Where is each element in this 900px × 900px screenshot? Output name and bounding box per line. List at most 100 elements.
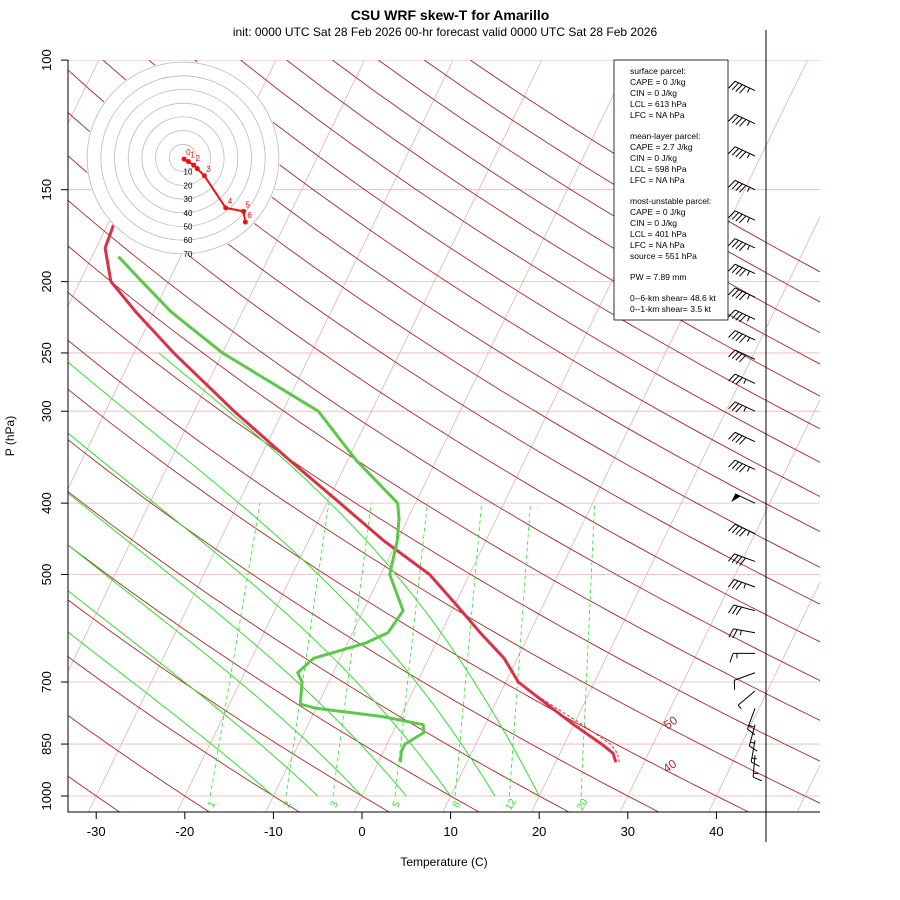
p-tick-label: 250 [39,342,54,364]
hodograph-point [194,166,200,172]
wind-barb-flag [728,373,736,382]
hodograph-point-label: 4 [228,197,233,206]
wind-barb [728,349,756,363]
wind-barb-flag [739,335,747,343]
isotherm-line [708,581,820,812]
hodograph-ring [141,116,225,200]
moist-adiabat-line [68,492,407,797]
wind-barb-flag [739,437,747,445]
y-axis-label: P (hPa) [3,416,17,456]
wind-barb-half-flag [746,153,751,159]
wind-barb-flag [735,183,743,191]
wind-barb-flag [735,267,743,275]
wind-barb [752,755,762,782]
dry-adiabat-line [68,291,820,762]
wind-barb [728,210,756,224]
wind-barb-flag [728,432,736,440]
chart-subtitle: init: 0000 UTC Sat 28 Feb 2026 00-hr for… [233,25,658,39]
wind-barb-flag [728,114,736,122]
wind-barb-staff [737,690,756,706]
mean-layer-cape: CAPE = 2.7 J/kg [630,142,693,152]
mixing-ratio-line [332,503,372,797]
mixing-ratio-label: 3 [329,799,342,810]
p-tick-label: 700 [39,671,54,693]
wind-barb-flag [735,435,743,443]
wind-barb [728,604,756,616]
hodograph-ring-label: 20 [184,181,193,190]
dry-adiabat-line [286,60,820,397]
wind-barb-flag [739,185,747,193]
isotherm-line [68,60,365,673]
hodograph-point-label: 3 [206,165,211,174]
parcel-info-box: surface parcel: CAPE = 0 J/kg CIN = 0 J/… [613,59,729,321]
hodograph-point-label: 2 [196,154,201,163]
wind-barb-flag [735,404,743,413]
wind-barb-flag [735,241,743,250]
wind-barb-flag [735,333,743,342]
wind-barb-flag [731,461,740,470]
wind-barb-flag [735,117,743,125]
dry-adiabat-line [68,491,570,812]
wind-barb-flag [735,290,743,299]
wind-barb-half-flag [746,270,751,276]
hodograph-point-label: 0 [186,148,191,157]
mixing-ratio-line [394,503,428,797]
wind-barb [728,287,756,301]
data-layer [103,90,620,763]
wind-barb [733,672,756,690]
x-tick-label: -20 [175,824,194,839]
p-tick-label: 1000 [39,782,54,811]
wind-barb-flag [728,80,736,89]
wind-barb-flag [735,84,743,92]
wind-barb-flag [731,605,739,615]
dry-adiabat-line [68,656,301,812]
chart-title: CSU WRF skew-T for Amarillo [351,7,550,23]
mixing-ratio-line [285,503,330,797]
wind-barb-flag [731,212,740,220]
temperature-line [103,90,618,763]
dry-adiabat-label: 40 [660,756,679,775]
hodograph-point [191,162,197,168]
wind-barb [747,708,756,736]
mean-layer-title: mean-layer parcel: [630,131,700,141]
dewpoint-line [117,255,426,763]
wind-barb [728,179,756,193]
surface-cin: CIN = 0 J/kg [630,88,677,98]
mixing-ratio-label: 20 [575,797,590,813]
isotherm-line [885,44,900,815]
wind-barb [728,113,756,127]
info-box-frame [613,59,729,321]
dry-adiabat-line [68,199,820,682]
wind-barb-flag [728,349,736,358]
wind-barb-half-flag [743,378,747,384]
hodograph-ring [155,130,211,186]
wind-barb [728,263,756,277]
wind-barb [729,652,755,663]
p-tick-label: 150 [39,179,54,201]
wind-barb-half-flag [746,316,751,322]
dry-adiabat-line [68,439,660,812]
wind-barb [728,238,756,251]
wind-barb-flag [752,776,762,782]
isotherm-line [88,60,454,812]
wind-barb-half-flag [746,186,751,192]
isotherm-line [619,399,820,812]
wind-barb-flag [728,309,736,318]
wind-barb-flag [728,523,736,532]
dry-adiabat-label: 50 [661,713,680,732]
dry-adiabat-line [68,544,480,812]
wind-barb-flag [731,580,739,589]
wind-barb-flag [731,525,740,534]
wind-barb-flag [728,238,736,246]
moist-adiabat-line [68,544,363,797]
hodograph-ring [114,89,252,227]
dry-adiabat-line [68,599,390,812]
mixing-ratio-label: 1 [206,799,219,810]
hodograph-point-label: 1 [190,151,195,160]
wind-barb [728,330,756,343]
wind-barb-flag [728,553,735,562]
wind-barb-half-flag [746,217,751,223]
hodograph-ring-label: 40 [184,209,193,218]
